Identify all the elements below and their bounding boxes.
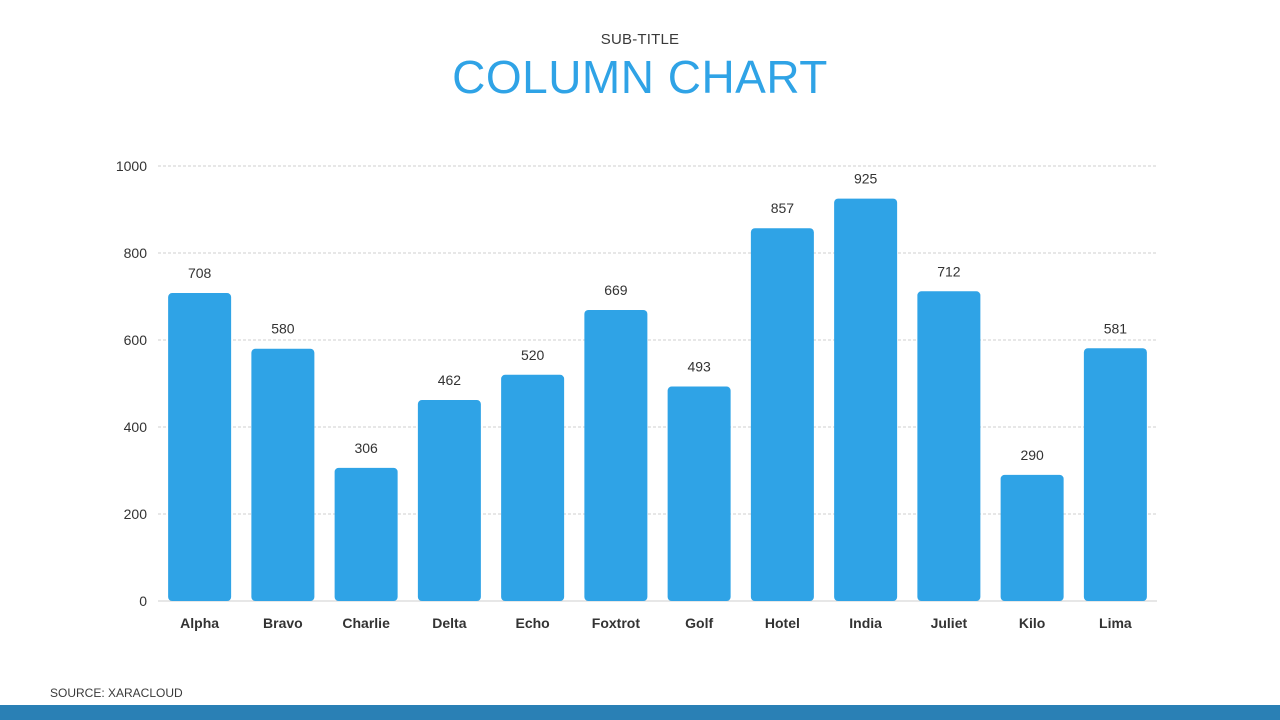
bar [417,400,481,601]
data-label: 580 [271,321,295,337]
x-tick-label: Juliet [931,615,968,631]
source-note: SOURCE: XARACLOUD [50,686,183,700]
data-label: 290 [1020,447,1044,463]
data-label: 925 [854,171,878,187]
x-tick-label: Bravo [263,615,303,631]
bar [168,293,232,601]
data-label: 857 [771,200,795,216]
chart-title: COLUMN CHART [452,51,828,103]
data-label: 712 [937,263,961,279]
x-tick-label: Golf [685,615,713,631]
footer-bar [0,705,1280,720]
bar [584,309,648,601]
y-tick-label: 400 [124,419,148,435]
bar [1000,474,1064,601]
bar [917,291,981,601]
y-tick-label: 200 [124,506,148,522]
x-tick-label: Delta [432,615,466,631]
data-label: 493 [687,359,711,375]
x-tick-label: Hotel [765,615,800,631]
x-tick-label: India [849,615,882,631]
y-tick-label: 800 [124,245,148,261]
bar [834,198,898,601]
chart-subtitle: SUB-TITLE [600,31,680,48]
x-tick-label: Kilo [1019,615,1045,631]
bar [667,386,731,601]
bar [251,348,315,601]
bar [334,467,398,601]
y-tick-label: 1000 [116,158,147,174]
data-label: 581 [1104,320,1128,336]
x-tick-label: Lima [1099,615,1132,631]
data-label: 708 [188,265,212,281]
bar [750,228,814,601]
x-tick-label: Charlie [342,615,390,631]
x-tick-label: Alpha [180,615,219,631]
x-tick-label: Foxtrot [592,615,641,631]
data-label: 306 [354,440,378,456]
data-label: 462 [438,372,462,388]
y-tick-label: 0 [139,593,147,609]
data-label: 669 [604,282,628,298]
data-label: 520 [521,347,545,363]
y-tick-label: 600 [124,332,148,348]
x-tick-label: Echo [516,615,550,631]
bar [501,374,565,601]
bar [1083,348,1147,601]
